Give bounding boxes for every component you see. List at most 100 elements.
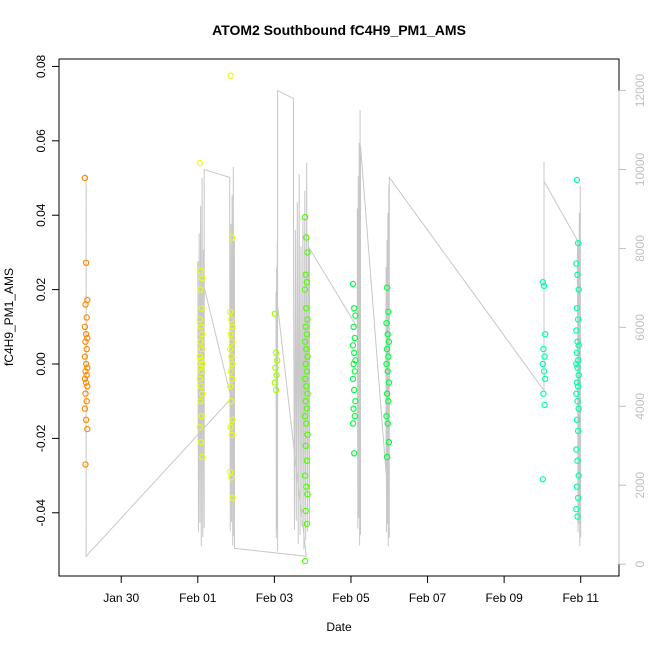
data-point (227, 72, 234, 79)
data-point (83, 314, 90, 321)
data-point (351, 334, 358, 342)
data-point (198, 453, 206, 461)
x-axis-label: Date (326, 620, 352, 634)
data-point (383, 284, 391, 291)
data-point (197, 338, 204, 345)
data-point (574, 383, 582, 390)
data-point (81, 375, 89, 383)
data-point (383, 319, 390, 327)
data-point (573, 379, 581, 386)
data-point (274, 357, 281, 364)
data-point (198, 305, 205, 312)
data-point (574, 457, 581, 464)
data-point (228, 234, 236, 241)
data-point (301, 375, 309, 383)
data-point (350, 360, 357, 368)
data-point (539, 279, 547, 286)
data-point (303, 383, 310, 390)
data-point (384, 420, 391, 427)
x-axis: Jan 30 Feb 01 Feb 03 Feb 05 Feb 07 Feb 09 Feb … (103, 575, 599, 605)
y2-tick-label: 10000 (633, 152, 647, 186)
data-point (574, 316, 582, 323)
data-point (303, 520, 311, 528)
data-point (574, 494, 582, 502)
data-point (303, 345, 310, 353)
data-point (81, 405, 89, 412)
data-point (303, 279, 311, 286)
data-point (82, 360, 90, 368)
data-point (227, 368, 234, 375)
data-point (573, 327, 580, 334)
data-point (575, 405, 582, 412)
data-point (383, 345, 391, 353)
data-point (573, 390, 580, 397)
data-point (351, 349, 358, 356)
y-tick-label: -0.04 (34, 499, 48, 527)
data-point (573, 505, 580, 513)
data-point (272, 349, 280, 356)
data-point (575, 372, 582, 379)
data-point (574, 427, 582, 435)
data-point (574, 364, 581, 371)
data-point (303, 405, 311, 412)
data-point (303, 368, 311, 375)
data-point (82, 338, 89, 345)
data-point (228, 353, 235, 360)
data-point (540, 368, 548, 375)
y2-tick-label: 0 (633, 561, 647, 568)
data-point (302, 360, 309, 368)
data-point (301, 286, 309, 293)
data-point (84, 425, 91, 433)
x-tick-label: Feb 11 (562, 591, 599, 605)
data-point (228, 398, 235, 405)
data-point (573, 416, 581, 423)
y2-tick-label: 12000 (633, 74, 647, 108)
data-point (384, 331, 391, 338)
data-point (226, 308, 234, 316)
data-point (198, 275, 206, 282)
data-point (83, 345, 90, 353)
data-point (383, 412, 390, 420)
data-point (82, 390, 89, 397)
y-tick-label: 0.04 (34, 203, 48, 227)
data-point (542, 375, 549, 383)
x-tick-label: Feb 03 (256, 591, 294, 605)
data-point (574, 398, 581, 405)
data-point (197, 323, 205, 330)
data-point (302, 271, 309, 278)
data-point (351, 305, 358, 312)
data-point (229, 360, 236, 368)
data-point (574, 338, 581, 345)
data-point (301, 472, 309, 479)
data-point (197, 398, 204, 405)
data-point (196, 159, 203, 167)
data-point (228, 474, 235, 481)
data-point (540, 345, 547, 353)
data-point (196, 316, 203, 323)
data-point (198, 412, 205, 420)
data-point (229, 494, 236, 502)
x-tick-label: Feb 01 (179, 591, 217, 605)
chart-title: ATOM2 Southbound fC4H9_PM1_AMS (212, 22, 466, 38)
data-point (349, 375, 357, 383)
data-point (539, 360, 547, 368)
data-point (227, 331, 234, 338)
data-point (271, 379, 278, 386)
data-point (198, 345, 205, 353)
y2-tick-label: 6000 (633, 314, 647, 341)
data-point (540, 390, 547, 397)
data-point (351, 412, 358, 420)
data-point (197, 438, 205, 446)
data-point (573, 483, 581, 490)
data-point (197, 267, 205, 275)
data-point (81, 323, 89, 330)
data-point (304, 249, 311, 256)
data-point (304, 390, 311, 397)
data-point (301, 412, 309, 420)
data-point (226, 383, 234, 390)
data-point (385, 308, 392, 316)
y-tick-label: 0.00 (34, 352, 48, 376)
